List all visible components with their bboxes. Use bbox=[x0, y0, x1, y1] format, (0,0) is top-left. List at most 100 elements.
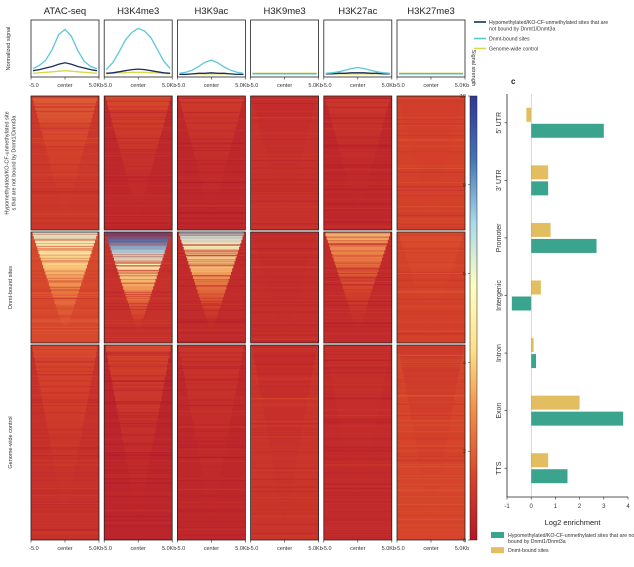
heatmap-texture bbox=[31, 238, 99, 241]
heatmap-band bbox=[338, 413, 378, 421]
heatmap-texture bbox=[104, 491, 173, 493]
heatmap-texture bbox=[31, 529, 99, 531]
heatmap-texture bbox=[250, 480, 319, 482]
heatmap-band bbox=[409, 401, 453, 409]
heatmap-texture bbox=[397, 298, 465, 300]
heatmap-band bbox=[125, 169, 151, 175]
heatmap-texture bbox=[31, 274, 99, 276]
heatmap-texture bbox=[104, 185, 173, 187]
heatmap-texture bbox=[31, 458, 99, 460]
heatmap-texture bbox=[177, 301, 246, 302]
heatmap-texture bbox=[177, 493, 246, 495]
heatmap-texture bbox=[104, 154, 173, 156]
heatmap-frame bbox=[176, 95, 246, 231]
heatmap-texture bbox=[177, 437, 246, 439]
heatmap-texture bbox=[397, 171, 465, 173]
heatmap-texture bbox=[31, 440, 99, 442]
heatmap-texture bbox=[31, 329, 99, 331]
heatmap-band bbox=[335, 401, 380, 409]
heatmap-texture bbox=[177, 398, 246, 400]
heatmap-texture bbox=[177, 479, 246, 481]
heatmap-band bbox=[60, 199, 70, 205]
heatmap-texture bbox=[397, 207, 465, 209]
heatmap-texture bbox=[177, 452, 246, 454]
heatmap-texture bbox=[177, 426, 246, 428]
heatmap-band bbox=[210, 212, 213, 218]
heatmap-band bbox=[342, 160, 373, 166]
heatmap-texture bbox=[397, 189, 465, 192]
heatmap-texture bbox=[177, 309, 246, 311]
heatmap-texture bbox=[397, 139, 465, 141]
heatmap-texture bbox=[323, 116, 392, 118]
heatmap-texture bbox=[397, 273, 465, 276]
heatmap-texture bbox=[323, 304, 392, 306]
heatmap-texture bbox=[177, 310, 246, 312]
heatmap-texture bbox=[104, 434, 173, 436]
heatmap-texture bbox=[250, 200, 319, 202]
heatmap-texture bbox=[104, 177, 173, 179]
heatmap-band bbox=[120, 278, 156, 283]
heatmap-band bbox=[61, 321, 69, 326]
heatmap-texture bbox=[323, 520, 392, 522]
heatmap-texture bbox=[31, 103, 99, 105]
profile-ylabel: Normalized signal bbox=[6, 27, 12, 71]
heatmap-texture bbox=[177, 444, 246, 446]
heatmap-texture bbox=[397, 100, 465, 102]
heatmap-texture bbox=[323, 462, 392, 464]
heatmap-texture bbox=[177, 374, 246, 376]
heatmap-texture bbox=[250, 183, 319, 185]
heatmap-texture bbox=[250, 405, 319, 407]
heatmap-texture bbox=[104, 439, 173, 441]
heatmap-band bbox=[187, 388, 236, 396]
heatmap-band bbox=[63, 514, 67, 522]
heatmap-texture bbox=[397, 387, 465, 389]
x-tick-label: 5.0Kb bbox=[382, 546, 396, 552]
bar bbox=[531, 222, 551, 237]
heatmap-texture bbox=[323, 517, 392, 519]
profile-panel: -5.0 center 5.0Kb bbox=[395, 19, 469, 89]
heatmap-texture bbox=[104, 320, 173, 322]
heatmap-band bbox=[46, 274, 84, 279]
heatmap-band bbox=[122, 432, 155, 440]
heatmap-band bbox=[36, 242, 94, 247]
heatmap-texture bbox=[250, 377, 319, 378]
heatmap-texture bbox=[104, 233, 173, 235]
heatmap-texture bbox=[323, 359, 392, 361]
x-tick-label: center bbox=[277, 83, 292, 89]
heatmap-band bbox=[187, 256, 236, 262]
heatmap-texture bbox=[177, 122, 246, 124]
heatmap-texture bbox=[177, 116, 246, 118]
heatmap-texture bbox=[397, 211, 465, 213]
heatmap-band bbox=[333, 388, 383, 396]
x-tick-label: center bbox=[350, 546, 365, 552]
heatmap-band bbox=[354, 501, 362, 509]
heatmap-texture bbox=[31, 249, 99, 251]
heatmap-texture bbox=[177, 454, 246, 456]
heatmap-texture bbox=[250, 348, 319, 350]
heatmap-band bbox=[191, 143, 232, 149]
heatmap-texture bbox=[177, 147, 246, 149]
heatmap-band bbox=[263, 267, 306, 272]
heatmap-texture bbox=[323, 97, 392, 99]
heatmap-texture bbox=[31, 222, 99, 224]
heatmap-band bbox=[277, 310, 292, 315]
heatmap-texture bbox=[177, 143, 246, 145]
category-label: 5' UTR bbox=[496, 112, 503, 134]
heatmap-band bbox=[425, 489, 437, 497]
heatmap-texture bbox=[323, 275, 392, 277]
heatmap-texture bbox=[177, 518, 246, 520]
heatmap-texture bbox=[31, 190, 99, 193]
heatmap-texture bbox=[104, 162, 173, 164]
heatmap-texture bbox=[104, 357, 173, 359]
heatmap-texture bbox=[104, 478, 173, 480]
heatmap-texture bbox=[323, 433, 392, 435]
heatmap-body bbox=[177, 96, 246, 230]
heatmap-texture bbox=[31, 294, 99, 296]
heatmap-texture bbox=[397, 213, 465, 214]
heatmap-band bbox=[331, 117, 385, 123]
heatmap-texture bbox=[323, 537, 392, 539]
heatmap-texture bbox=[323, 515, 392, 517]
heatmap-band bbox=[119, 147, 157, 153]
category-label: Exon bbox=[496, 403, 503, 419]
heatmap-texture bbox=[177, 527, 246, 529]
